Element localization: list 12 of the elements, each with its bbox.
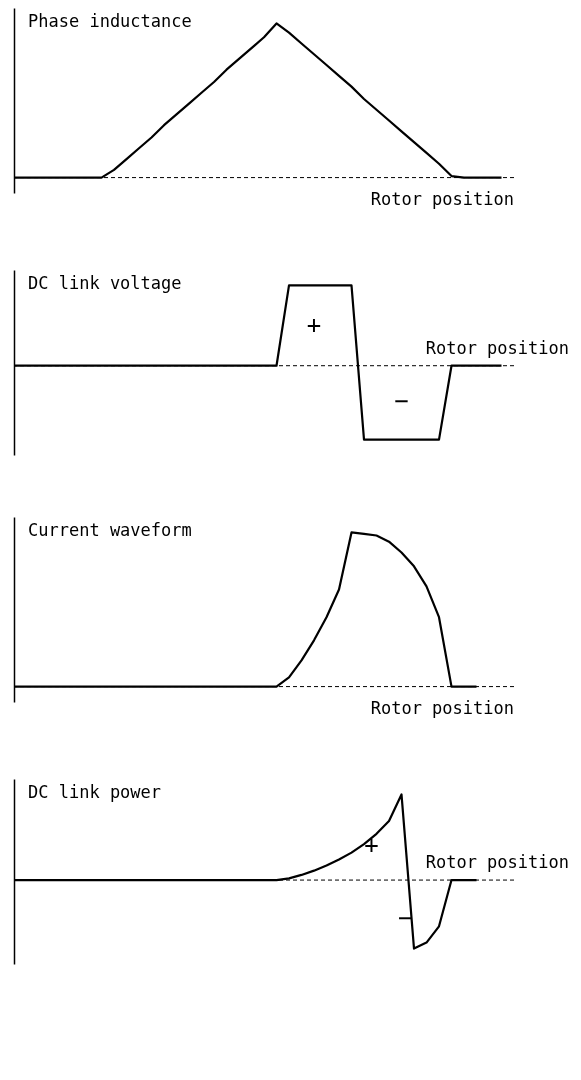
x-axis-title: Rotor position	[425, 852, 569, 873]
y-axis-title: DC link voltage	[28, 273, 182, 293]
annotation: +	[364, 830, 379, 859]
y-axis-title: Current waveform	[28, 520, 192, 540]
x-axis-title: Rotor position	[370, 697, 514, 718]
annotation: +	[306, 310, 322, 339]
annotation: −	[398, 903, 413, 932]
y-axis-title: Phase inductance	[28, 11, 192, 31]
x-axis-title: Rotor position	[370, 188, 514, 209]
y-axis-title: DC link power	[28, 782, 162, 802]
annotation: −	[394, 386, 409, 415]
x-axis-title: Rotor position	[425, 337, 569, 358]
